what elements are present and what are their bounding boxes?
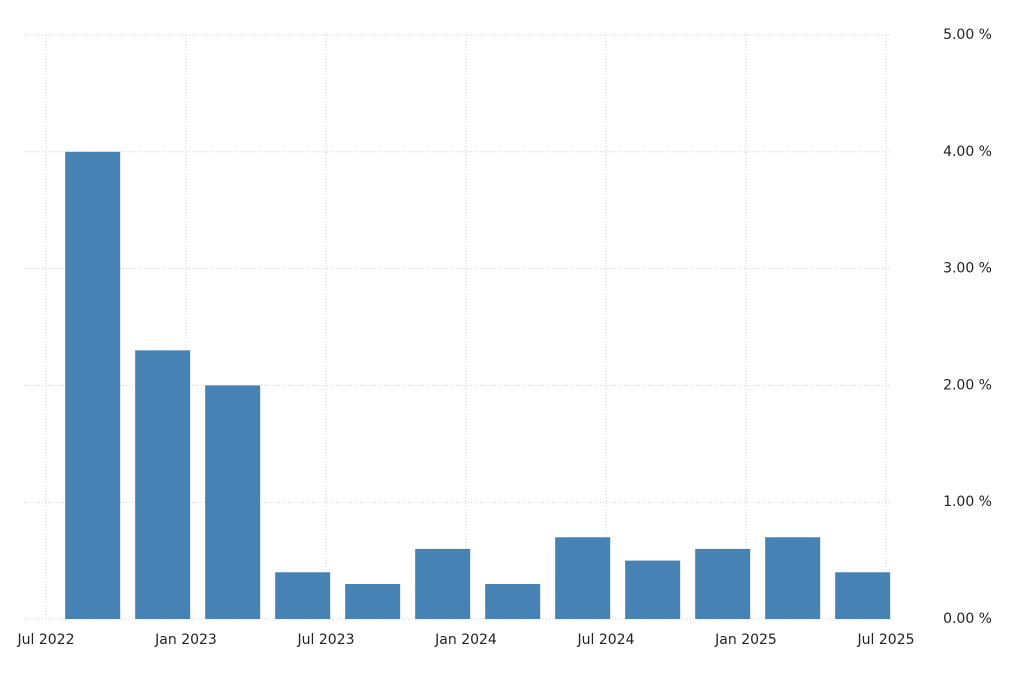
x-tick-label: Jan 2025 xyxy=(714,632,777,648)
bar xyxy=(415,548,471,619)
bar xyxy=(275,572,331,619)
x-tick-label: Jul 2023 xyxy=(297,632,355,648)
y-tick-label: 2.00 % xyxy=(943,377,992,393)
bar xyxy=(135,350,191,619)
bar xyxy=(205,385,261,619)
x-tick-label: Jul 2022 xyxy=(17,632,75,648)
y-tick-label: 4.00 % xyxy=(943,144,992,160)
bar xyxy=(485,583,541,619)
bar xyxy=(625,560,681,619)
bar xyxy=(65,151,121,620)
x-tick-label: Jul 2024 xyxy=(577,632,635,648)
y-tick-label: 3.00 % xyxy=(943,261,992,277)
y-tick-label: 5.00 % xyxy=(943,27,992,43)
bar xyxy=(765,537,821,619)
y-tick-label: 0.00 % xyxy=(943,611,992,627)
x-tick-label: Jan 2024 xyxy=(434,632,497,648)
bar xyxy=(835,572,891,619)
bar xyxy=(695,548,751,619)
y-tick-label: 1.00 % xyxy=(943,494,992,510)
x-tick-label: Jan 2023 xyxy=(154,632,217,648)
bar xyxy=(555,537,611,619)
x-tick-label: Jul 2025 xyxy=(857,632,915,648)
bar xyxy=(345,583,401,619)
